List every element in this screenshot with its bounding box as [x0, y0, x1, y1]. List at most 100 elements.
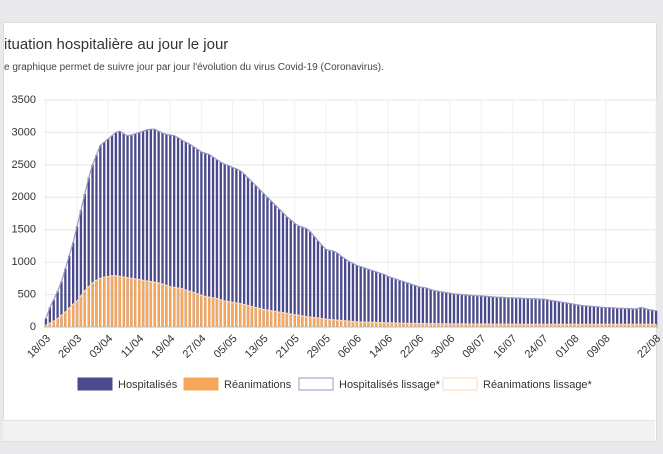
x-tick-label: 19/04	[150, 333, 178, 361]
legend-label: Hospitalisés	[118, 379, 178, 391]
bar	[44, 325, 48, 327]
bar	[285, 313, 289, 327]
bar	[83, 194, 86, 327]
bar	[452, 323, 456, 327]
legend-swatch	[77, 377, 113, 391]
x-tick-label: 14/06	[367, 333, 395, 361]
bar	[196, 293, 199, 327]
bar	[176, 137, 180, 327]
x-tick-label: 30/06	[429, 333, 457, 361]
bar	[600, 324, 603, 327]
bar	[445, 323, 448, 327]
bar	[180, 140, 184, 327]
bar	[161, 284, 164, 327]
bar	[639, 324, 642, 327]
bar	[363, 322, 366, 327]
bar	[297, 315, 300, 327]
bar	[64, 268, 67, 327]
bar	[557, 301, 561, 327]
bar	[553, 301, 557, 327]
bar	[386, 276, 390, 327]
bar	[635, 308, 638, 327]
bar	[118, 131, 121, 327]
bar	[223, 301, 226, 327]
bar	[456, 323, 460, 327]
bar	[262, 193, 265, 327]
bar	[239, 170, 242, 327]
bar	[301, 315, 304, 327]
bar	[577, 324, 580, 327]
bar	[503, 324, 506, 327]
bar	[262, 309, 265, 327]
bar	[651, 310, 654, 327]
bar	[511, 297, 514, 327]
bar	[413, 285, 417, 327]
bar	[239, 303, 242, 327]
bar	[577, 304, 580, 327]
chart-subtitle: e graphique permet de suivre jour par jo…	[4, 62, 384, 73]
x-tick-label: 01/08	[554, 333, 582, 361]
bar	[530, 298, 533, 327]
bar	[608, 324, 611, 327]
x-tick-label: 09/08	[585, 333, 613, 361]
bar	[165, 285, 168, 327]
chart-title: ituation hospitalière au jour le jour	[4, 36, 229, 53]
bar	[340, 320, 343, 327]
bar	[616, 324, 619, 327]
bar	[441, 323, 444, 327]
y-tick-label: 1500	[12, 224, 36, 236]
bar	[553, 324, 557, 327]
bar	[588, 324, 592, 327]
bar	[464, 324, 467, 327]
bar	[192, 292, 195, 327]
bar	[452, 293, 456, 327]
x-tick-label: 18/03	[25, 333, 53, 361]
bar	[312, 317, 316, 327]
bar	[48, 323, 51, 327]
bar	[619, 308, 623, 327]
bar	[176, 288, 180, 327]
bar	[332, 251, 335, 327]
x-tick-label: 08/07	[460, 333, 488, 361]
y-tick-label: 2000	[12, 191, 36, 203]
y-tick-label: 2500	[12, 159, 36, 171]
y-tick-label: 0	[30, 321, 36, 333]
modal-footer	[3, 420, 655, 441]
bar	[246, 305, 250, 327]
bar	[211, 157, 215, 327]
bar	[363, 267, 366, 327]
bar	[277, 312, 281, 327]
bar	[184, 290, 188, 327]
bar	[289, 314, 292, 327]
bar	[328, 319, 331, 327]
bar	[375, 271, 378, 327]
bar	[526, 298, 529, 327]
bar	[95, 155, 98, 327]
bar	[118, 276, 121, 327]
bar	[592, 306, 596, 327]
bar	[643, 324, 646, 327]
bar	[429, 289, 432, 327]
bar	[654, 324, 658, 327]
bar	[281, 312, 285, 327]
bar	[149, 129, 153, 327]
bar	[375, 322, 378, 327]
bar	[643, 308, 646, 327]
bar	[328, 250, 331, 327]
bar	[336, 253, 339, 327]
bar	[460, 324, 463, 327]
bar	[581, 305, 584, 327]
bar	[211, 297, 215, 327]
bar	[141, 280, 145, 327]
x-tick-label: 29/05	[305, 333, 333, 361]
bar	[56, 291, 59, 327]
x-tick-label: 13/05	[243, 333, 271, 361]
bar	[134, 133, 137, 327]
bar	[293, 223, 296, 327]
bar	[542, 324, 545, 327]
bar	[573, 304, 576, 327]
bar	[398, 323, 401, 327]
bar	[425, 288, 428, 327]
bar	[91, 282, 94, 327]
